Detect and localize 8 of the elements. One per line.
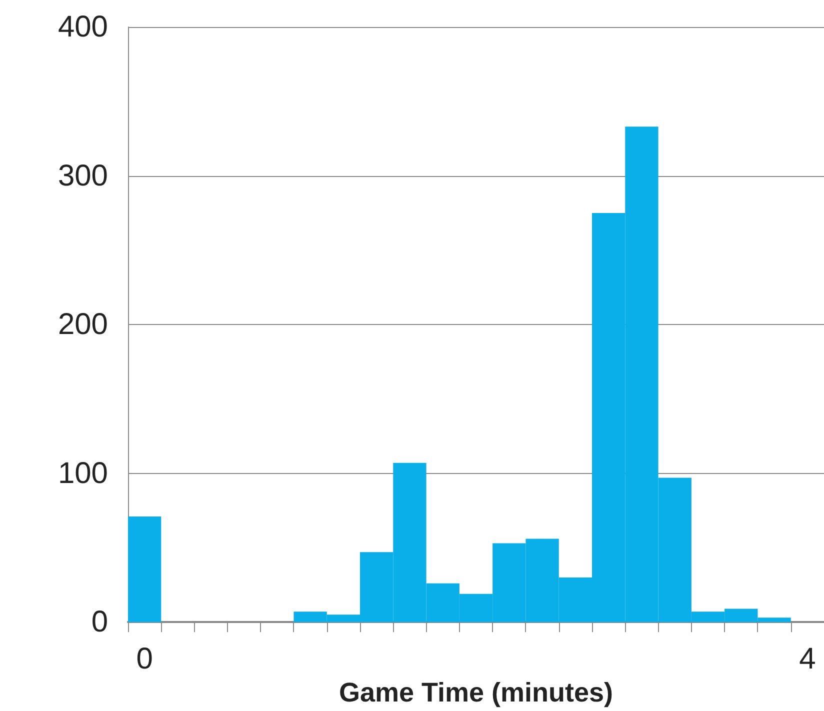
- y-tick-label: 300: [58, 159, 108, 192]
- y-tick-label: 200: [58, 308, 108, 342]
- x-tick-label: 4: [799, 642, 816, 676]
- bar: [128, 516, 162, 622]
- y-tick-label: 400: [58, 10, 108, 44]
- y-tick-label: 0: [91, 606, 108, 639]
- x-axis-title: Game Time (minutes): [338, 678, 614, 708]
- y-tick-label: 100: [58, 456, 108, 490]
